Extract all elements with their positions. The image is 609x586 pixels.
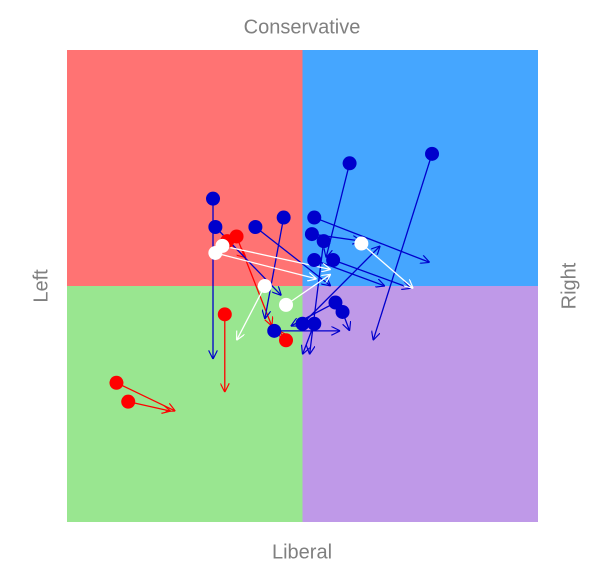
quadrant: [302, 286, 538, 522]
point: [215, 238, 230, 253]
arrow: [302, 246, 381, 325]
point: [295, 316, 310, 331]
point: [307, 210, 322, 225]
point: [307, 316, 322, 331]
point: [208, 220, 223, 234]
point: [206, 191, 221, 206]
bottom-label: Liberal: [272, 541, 332, 563]
point: [217, 307, 232, 322]
arrow: [285, 274, 331, 306]
arrow: [310, 241, 325, 354]
point: [248, 220, 263, 234]
point: [307, 253, 322, 268]
arrow: [237, 285, 266, 340]
left-label: Left: [30, 269, 52, 303]
arrow: [332, 259, 411, 288]
quadrant: [67, 50, 303, 286]
point: [304, 227, 319, 242]
arrow: [128, 401, 170, 411]
point: [326, 253, 341, 268]
point: [276, 210, 291, 225]
top-label: Conservative: [244, 16, 361, 38]
point: [279, 333, 294, 348]
arrow: [314, 216, 429, 263]
point: [257, 279, 272, 293]
point: [342, 156, 357, 171]
arrow: [360, 243, 413, 289]
point: [425, 146, 440, 161]
arrow: [373, 153, 433, 340]
quadrant: [67, 286, 303, 522]
right-label: Right: [558, 262, 580, 309]
arrow: [215, 252, 316, 279]
point: [109, 375, 124, 390]
point: [267, 323, 282, 338]
point: [335, 304, 350, 319]
quadrant: [302, 50, 538, 286]
point: [316, 234, 331, 249]
point: [354, 236, 369, 251]
point: [279, 297, 294, 312]
point: [121, 394, 136, 409]
arrow: [254, 226, 330, 286]
